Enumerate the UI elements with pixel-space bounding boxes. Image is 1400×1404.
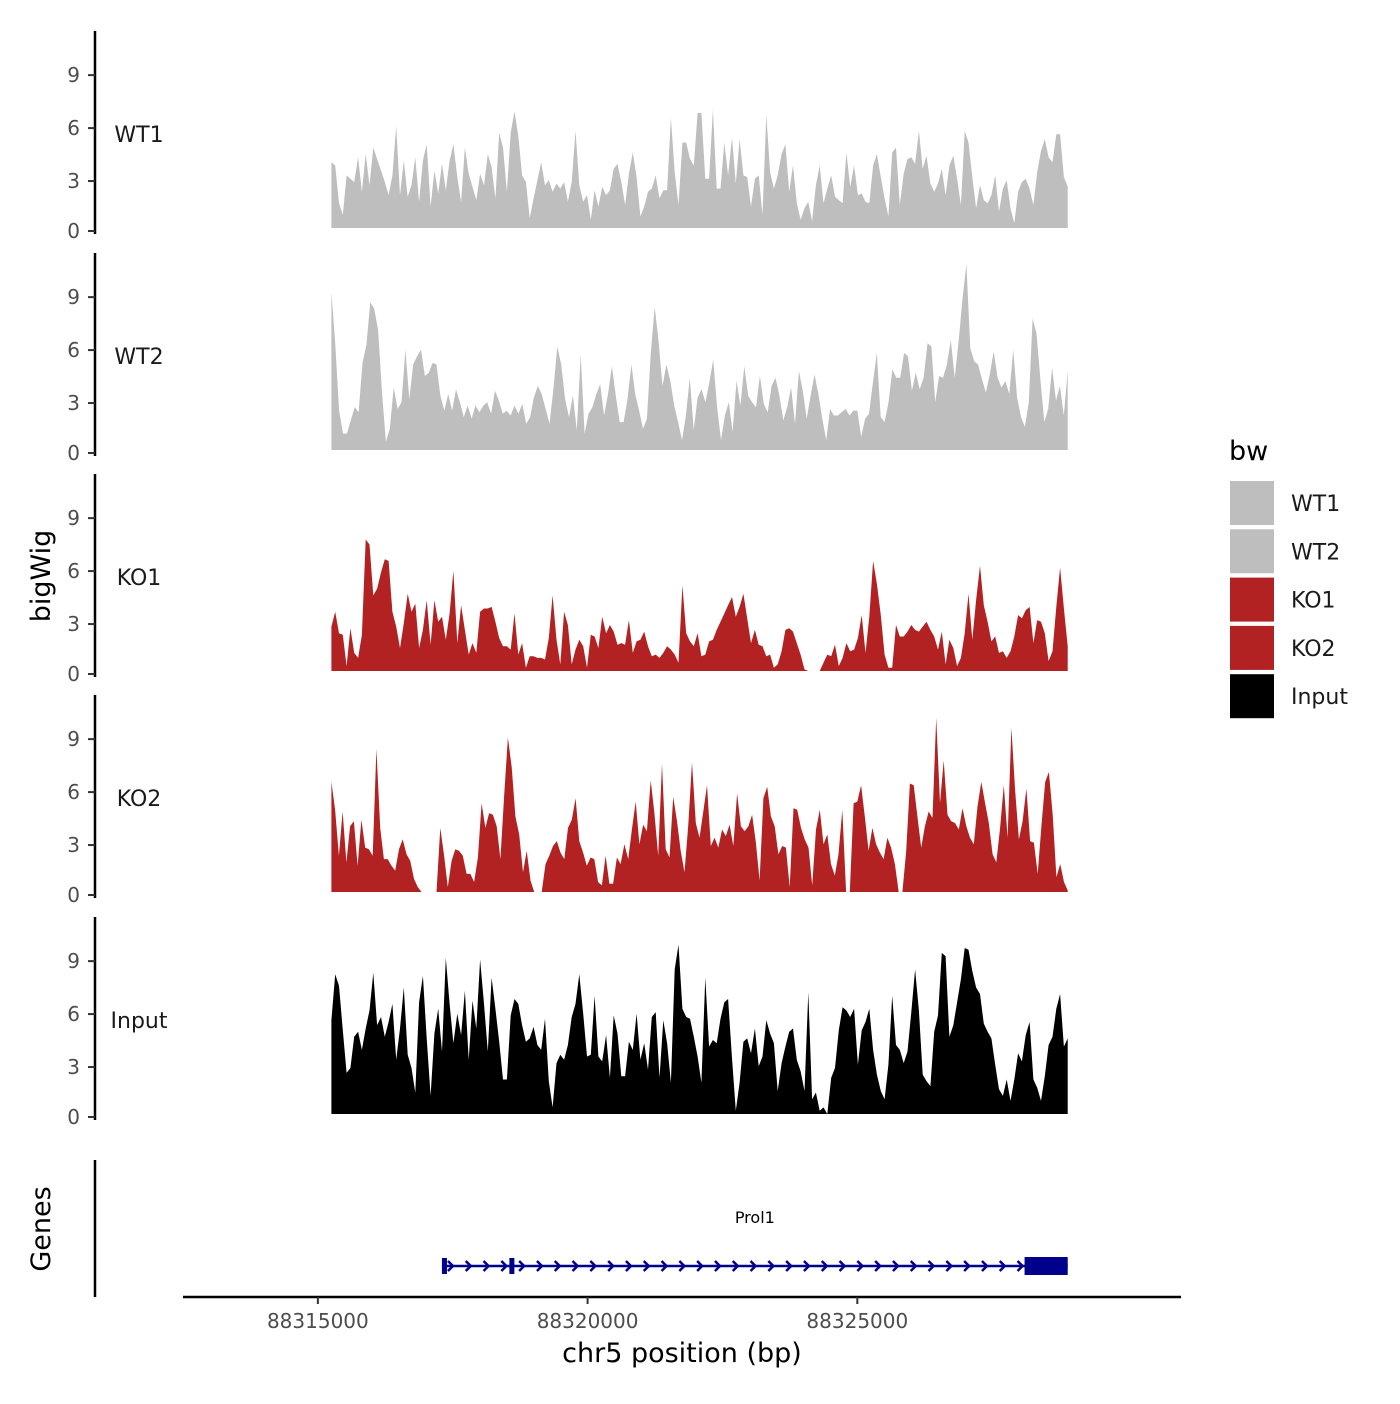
track-wt2: 0 3 6 9 WT2 xyxy=(67,253,1068,465)
strand-arrow xyxy=(731,1260,740,1272)
x-axis-title: chr5 position (bp) xyxy=(562,1338,802,1369)
y-tick-label: 0 xyxy=(67,219,80,243)
legend-label-input: Input xyxy=(1291,685,1348,710)
strand-arrow xyxy=(1016,1260,1025,1272)
strand-arrow xyxy=(945,1260,954,1272)
gene-track: Prol1 xyxy=(93,1160,1068,1297)
legend-label-ko2: KO2 xyxy=(1291,637,1336,662)
strand-arrow xyxy=(892,1260,900,1272)
y-axis-title: bigWig xyxy=(26,530,57,623)
gene-exon xyxy=(509,1258,515,1274)
strand-arrow xyxy=(909,1260,918,1272)
gene-exon xyxy=(441,1258,447,1274)
y-tick-label: 0 xyxy=(67,1105,80,1129)
track-label-wt1: WT1 xyxy=(114,123,163,148)
y-tick-label: 9 xyxy=(67,285,80,309)
track-ko1: 0 3 6 9 KO1 xyxy=(67,474,1068,686)
strand-arrow xyxy=(642,1260,651,1272)
y-tick-label: 6 xyxy=(67,1002,80,1026)
strand-arrow xyxy=(838,1260,847,1272)
y-tick-label: 3 xyxy=(67,391,80,415)
legend-key-input xyxy=(1228,672,1276,721)
strand-arrow xyxy=(749,1260,758,1272)
legend-key-ko1 xyxy=(1228,575,1276,624)
strand-arrow xyxy=(820,1260,829,1272)
y-tick-label: 6 xyxy=(67,559,80,583)
strand-arrow xyxy=(464,1260,473,1272)
strand-arrow xyxy=(981,1260,989,1272)
legend-key-wt1 xyxy=(1228,479,1276,527)
y-tick-label: 9 xyxy=(67,727,80,751)
strand-arrow xyxy=(447,1260,455,1272)
legend-label-wt1: WT1 xyxy=(1291,492,1340,517)
y-tick-label: 0 xyxy=(67,883,80,907)
y-tick-label: 9 xyxy=(67,949,80,973)
strand-arrow xyxy=(963,1260,971,1272)
strand-arrow xyxy=(482,1260,491,1272)
strand-arrow xyxy=(660,1260,669,1272)
area-wt2 xyxy=(331,264,1068,450)
y-tick-label: 6 xyxy=(67,780,80,804)
area-ko1 xyxy=(331,539,1068,671)
strand-arrow xyxy=(856,1260,865,1272)
y-tick-label: 9 xyxy=(67,63,80,87)
gene-name-label: Prol1 xyxy=(735,1208,775,1227)
legend: bw WT1 WT2 KO1 KO2 Input xyxy=(1228,436,1348,721)
strand-arrow xyxy=(518,1260,526,1272)
strand-arrow xyxy=(767,1260,776,1272)
strand-arrow xyxy=(607,1260,615,1272)
y-tick-label: 0 xyxy=(67,441,80,465)
y-tick-label: 3 xyxy=(67,1055,80,1079)
strand-arrow xyxy=(696,1260,704,1272)
strand-arrow xyxy=(678,1260,687,1272)
track-ko2: 0 3 6 9 KO2 xyxy=(67,695,1068,907)
tracks-layer: 0 3 6 9 WT1 0 3 6 9 WT2 0 3 6 9 KO1 0 3 6 9 KO2 0 3 6 9 Input xyxy=(67,31,1068,1129)
y-tick-label: 6 xyxy=(67,116,80,140)
gene-exon xyxy=(1024,1257,1068,1275)
strand-arrow xyxy=(536,1260,544,1272)
strand-arrow xyxy=(927,1260,936,1272)
strand-arrow xyxy=(998,1260,1007,1272)
track-label-input: Input xyxy=(111,1009,168,1034)
legend-key-wt2 xyxy=(1228,527,1276,576)
x-axis: 88315000 88320000 88325000 xyxy=(183,1295,1181,1333)
y-tick-label: 0 xyxy=(67,662,80,686)
legend-title: bw xyxy=(1229,436,1268,467)
legend-key-ko2 xyxy=(1228,623,1276,672)
legend-label-ko1: KO1 xyxy=(1291,589,1336,614)
x-tick-label: 88320000 xyxy=(537,1309,639,1333)
legend-label-wt2: WT2 xyxy=(1291,540,1340,565)
strand-arrow xyxy=(785,1260,793,1272)
area-input xyxy=(331,944,1068,1114)
strand-arrow xyxy=(589,1260,598,1272)
y-tick-label: 6 xyxy=(67,338,80,362)
strand-arrow xyxy=(553,1260,562,1272)
y-tick-label: 9 xyxy=(67,506,80,530)
track-input: 0 3 6 9 Input xyxy=(67,917,1068,1129)
x-tick-label: 88325000 xyxy=(806,1309,908,1333)
track-label-ko1: KO1 xyxy=(117,566,162,591)
strand-arrow xyxy=(571,1260,580,1272)
genes-axis-title: Genes xyxy=(26,1186,57,1271)
area-ko2 xyxy=(331,717,1068,892)
strand-arrow xyxy=(625,1260,633,1272)
strand-arrow xyxy=(500,1260,509,1272)
y-tick-label: 3 xyxy=(67,169,80,193)
y-tick-label: 3 xyxy=(67,833,80,857)
track-wt1: 0 3 6 9 WT1 xyxy=(67,31,1068,243)
x-tick-label: 88315000 xyxy=(267,1309,369,1333)
strand-arrow xyxy=(803,1260,811,1272)
y-tick-label: 3 xyxy=(67,612,80,636)
area-wt1 xyxy=(331,109,1068,228)
track-label-wt2: WT2 xyxy=(114,345,163,370)
strand-arrow xyxy=(874,1260,882,1272)
track-label-ko2: KO2 xyxy=(117,787,162,812)
strand-arrow xyxy=(714,1260,722,1272)
